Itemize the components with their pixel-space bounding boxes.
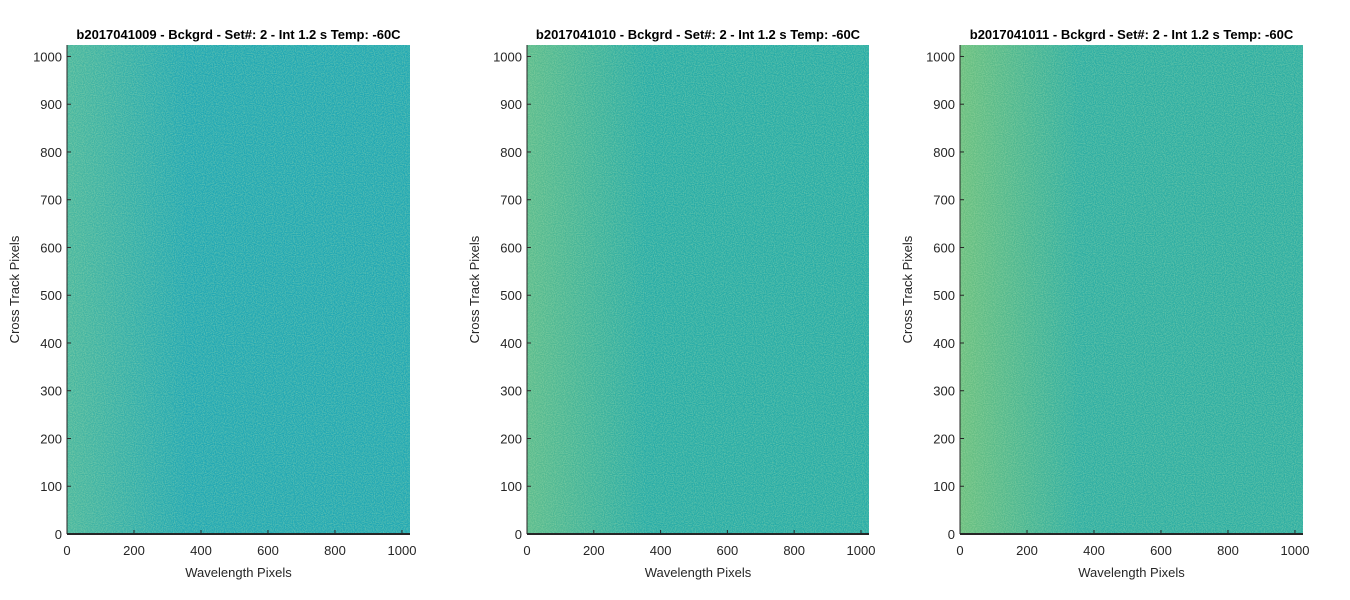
x-tick-label: 0: [523, 543, 530, 558]
y-tick-label: 400: [933, 336, 955, 351]
y-tick-label: 600: [933, 240, 955, 255]
y-tick-label: 0: [948, 527, 955, 542]
y-tick-label: 500: [500, 288, 522, 303]
y-tick-label: 100: [40, 479, 62, 494]
y-tick-label: 1000: [493, 49, 522, 64]
y-tick-label: 800: [40, 145, 62, 160]
heatmap-noise-texture: [67, 45, 410, 534]
x-tick-label: 200: [123, 543, 145, 558]
x-tick-label: 0: [63, 543, 70, 558]
x-axis-label: Wavelength Pixels: [645, 565, 752, 580]
y-tick-label: 800: [500, 145, 522, 160]
y-tick-label: 700: [933, 193, 955, 208]
x-tick-label: 600: [257, 543, 279, 558]
heatmap-noise-texture: [960, 45, 1303, 534]
heatmap-panel-1: 0 200 400 600 800 1000 0 100 200 300 400 500 600 700 8…: [7, 27, 416, 580]
x-tick-label: 1000: [388, 543, 417, 558]
y-tick-label: 300: [500, 384, 522, 399]
y-tick-label: 800: [933, 145, 955, 160]
y-tick-label: 200: [933, 431, 955, 446]
y-axis-label: Cross Track Pixels: [900, 235, 915, 343]
y-tick-label: 1000: [33, 49, 62, 64]
y-tick-label: 600: [40, 240, 62, 255]
x-axis-label: Wavelength Pixels: [1078, 565, 1185, 580]
x-tick-label: 800: [1217, 543, 1239, 558]
y-tick-label: 0: [515, 527, 522, 542]
x-tick-label: 400: [1083, 543, 1105, 558]
x-tick-label: 0: [956, 543, 963, 558]
y-tick-label: 400: [500, 336, 522, 351]
x-tick-label: 400: [650, 543, 672, 558]
x-tick-label: 200: [1016, 543, 1038, 558]
y-tick-label: 500: [40, 288, 62, 303]
heatmap-noise-texture: [527, 45, 869, 534]
y-tick-label: 200: [40, 431, 62, 446]
y-tick-label: 500: [933, 288, 955, 303]
y-tick-label: 1000: [926, 49, 955, 64]
panel-title: b2017041011 - Bckgrd - Set#: 2 - Int 1.2…: [970, 27, 1294, 42]
x-tick-label: 1000: [1281, 543, 1310, 558]
y-tick-label: 900: [500, 97, 522, 112]
y-tick-label: 0: [55, 527, 62, 542]
x-axis-label: Wavelength Pixels: [185, 565, 292, 580]
x-tick-label: 800: [783, 543, 805, 558]
y-tick-label: 300: [40, 384, 62, 399]
panel-title: b2017041010 - Bckgrd - Set#: 2 - Int 1.2…: [536, 27, 861, 42]
heatmap-panel-2: 0 200 400 600 800 1000 0 100 200 300 400 500 600 700 8…: [467, 27, 875, 580]
y-axis-label: Cross Track Pixels: [467, 235, 482, 343]
x-tick-label: 1000: [847, 543, 876, 558]
heatmap-panel-3: 0 200 400 600 800 1000 0 100 200 300 400 500 600 700 8…: [900, 27, 1309, 580]
x-tick-label: 200: [583, 543, 605, 558]
y-tick-label: 600: [500, 240, 522, 255]
x-tick-label: 600: [1150, 543, 1172, 558]
x-tick-label: 600: [717, 543, 739, 558]
x-tick-label: 400: [190, 543, 212, 558]
y-tick-label: 900: [40, 97, 62, 112]
y-tick-label: 400: [40, 336, 62, 351]
y-tick-label: 300: [933, 384, 955, 399]
x-tick-label: 800: [324, 543, 346, 558]
y-tick-label: 900: [933, 97, 955, 112]
y-axis-label: Cross Track Pixels: [7, 235, 22, 343]
y-tick-label: 700: [40, 193, 62, 208]
y-tick-label: 200: [500, 431, 522, 446]
y-tick-label: 100: [933, 479, 955, 494]
panel-title: b2017041009 - Bckgrd - Set#: 2 - Int 1.2…: [76, 27, 401, 42]
y-tick-label: 100: [500, 479, 522, 494]
y-tick-label: 700: [500, 193, 522, 208]
